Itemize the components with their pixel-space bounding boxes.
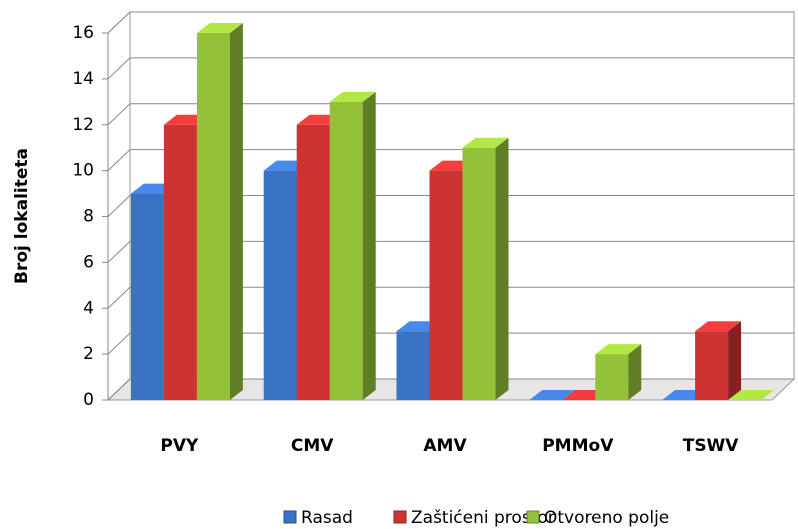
x-tick-label: CMV [291,436,334,456]
bar-front [263,170,297,400]
bar-side [229,23,243,400]
bar-side [362,91,376,400]
x-tick-label: PVY [160,436,199,456]
bar-top [529,390,576,400]
bar-top [196,23,243,33]
bar [329,91,376,400]
bar-front [296,124,330,400]
grid-line [107,195,131,217]
bar [595,344,642,400]
bar-top [728,390,775,400]
bar-front [196,33,230,400]
grid-line [107,103,131,126]
bar [462,137,509,400]
grid-line [107,57,131,80]
y-tick-label: 6 [83,252,94,272]
bar-side [728,321,742,400]
y-tick-label: 12 [72,115,94,135]
y-tick-label: 16 [72,23,94,43]
grid-line [107,378,131,401]
bar-front [130,193,164,400]
grid-line [107,11,131,34]
bar [728,390,775,400]
grid-line [107,286,131,309]
y-tick-label: 10 [72,161,94,181]
bar-front [329,101,363,400]
bar-front [462,147,496,400]
y-tick-label: 2 [83,344,94,364]
bar-top [595,344,642,355]
x-tick-label: TSWV [683,436,740,456]
bar-front [163,124,197,400]
bar-top [329,91,376,102]
bar-side [495,137,509,400]
grid-line [107,149,131,171]
x-tick-label: PMMoV [542,436,614,456]
bar-front [595,354,629,400]
bar [695,321,742,400]
y-tick-label: 8 [83,207,94,227]
legend-label: Otvoreno polje [544,508,669,528]
bar [529,390,576,400]
legend-swatch [283,510,297,524]
y-tick-label: 14 [72,69,94,89]
bar-top [695,321,742,332]
grid-line [107,332,131,355]
legend-swatch [393,510,407,524]
y-tick-label: 0 [83,390,94,410]
bar-side [628,344,642,400]
x-tick-label: AMV [423,436,467,456]
legend-label: Rasad [301,508,353,528]
bar-front [429,170,463,400]
bar-front [396,331,430,400]
bar [196,23,243,400]
y-axis-label: Broj lokaliteta [12,148,32,284]
legend-label: Zaštićeni prostor [411,508,555,528]
legend-swatch [526,510,540,524]
bar-front [695,331,729,400]
bar-top [462,137,509,148]
y-tick-label: 4 [83,298,94,318]
grid-line [107,241,131,263]
